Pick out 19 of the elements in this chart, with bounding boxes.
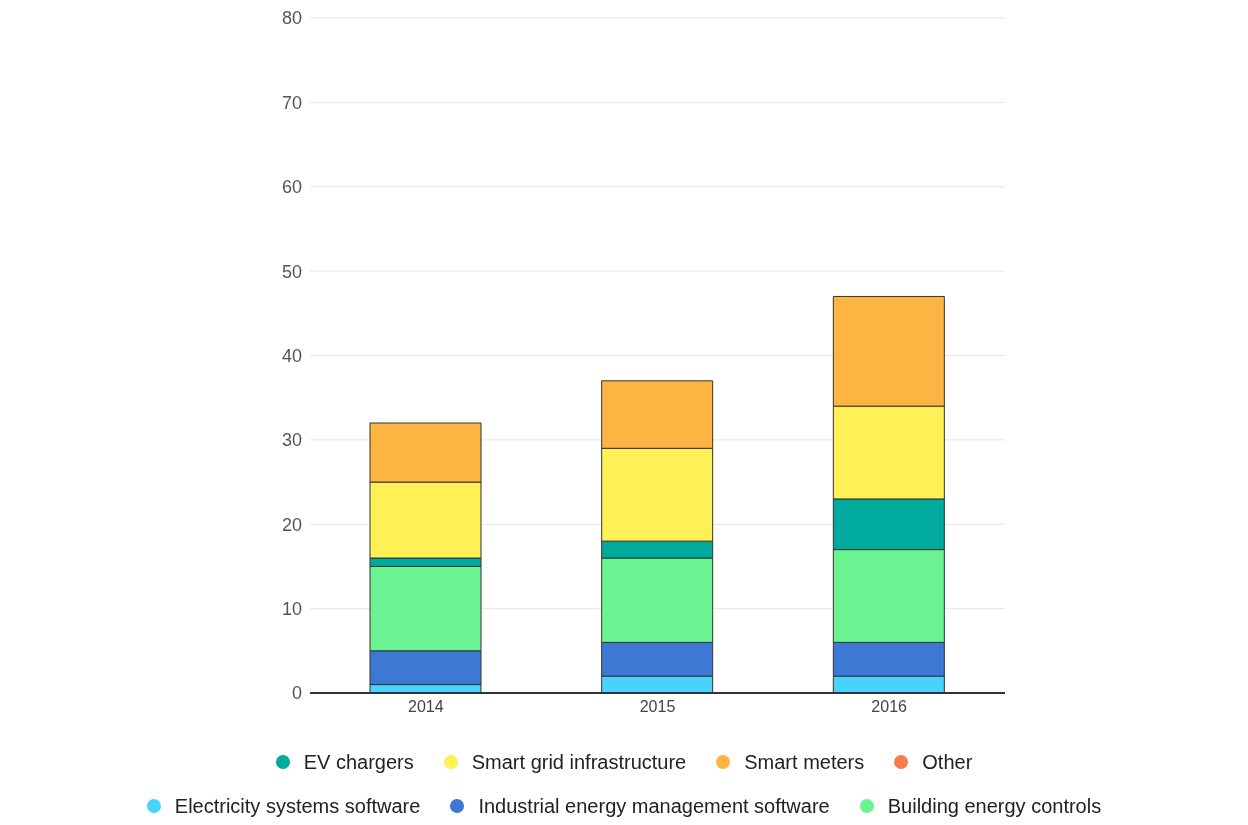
legend-label: Smart meters (744, 750, 865, 774)
x-tick-label: 2016 (871, 698, 908, 716)
y-tick-label: 70 (281, 92, 302, 113)
legend-label: EV chargers (303, 750, 414, 774)
legend-label: Industrial energy management software (478, 794, 830, 818)
legend-label: Smart grid infrastructure (471, 750, 687, 774)
y-tick-label: 40 (281, 345, 302, 366)
legend-label: Building energy controls (887, 794, 1102, 818)
y-tick-label: 80 (281, 8, 302, 29)
y-tick-label: 0 (291, 683, 302, 704)
legend-label: Electricity systems software (174, 794, 421, 818)
y-tick-label: 50 (281, 261, 302, 282)
y-tick-label: 30 (281, 430, 302, 451)
legend-label: Other (922, 750, 973, 774)
x-tick-label: 2015 (639, 698, 676, 716)
x-tick-label: 2014 (408, 698, 444, 716)
y-tick-label: 20 (281, 514, 302, 535)
y-tick-label: 10 (281, 599, 302, 620)
y-tick-label: 60 (281, 177, 302, 198)
